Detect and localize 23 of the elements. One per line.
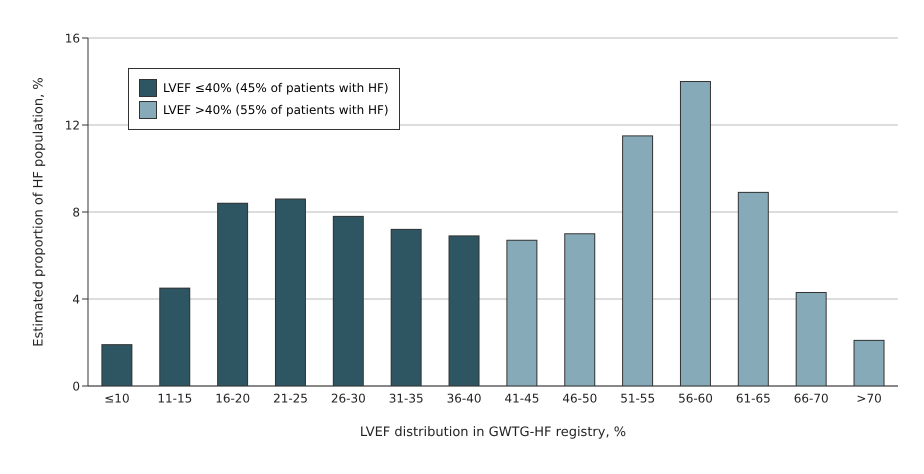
- x-tick-label: 31-35: [388, 392, 424, 406]
- x-tick-label: 16-20: [215, 392, 250, 406]
- x-tick-label: 51-55: [620, 392, 656, 406]
- legend-label: LVEF ≤40% (45% of patients with HF): [163, 81, 389, 95]
- x-tick-label: 41-45: [504, 392, 540, 406]
- x-tick-label: 66-70: [794, 392, 829, 406]
- x-tick-label: 36-40: [446, 392, 482, 406]
- legend-label: LVEF >40% (55% of patients with HF): [163, 103, 389, 117]
- x-tick-label: 11-15: [157, 392, 192, 406]
- y-tick-label: 8: [72, 205, 80, 220]
- y-axis-title: Estimated proportion of HF population, %: [32, 77, 47, 347]
- x-tick-label: ≤10: [104, 392, 130, 406]
- x-tick-label: 46-50: [562, 392, 598, 406]
- x-tick-label: 21-25: [273, 392, 308, 406]
- y-tick-label: 4: [72, 292, 80, 306]
- y-tick-label: 16: [64, 31, 80, 46]
- x-tick-label: 56-60: [678, 392, 713, 406]
- x-tick-label: >70: [856, 392, 882, 406]
- y-tick-label: 0: [72, 379, 80, 394]
- y-tick-label: 12: [64, 118, 80, 132]
- x-tick-label: 26-30: [330, 392, 366, 406]
- x-axis-title: LVEF distribution in GWTG-HF registry, %: [360, 425, 626, 440]
- x-tick-label: 61-65: [736, 392, 771, 406]
